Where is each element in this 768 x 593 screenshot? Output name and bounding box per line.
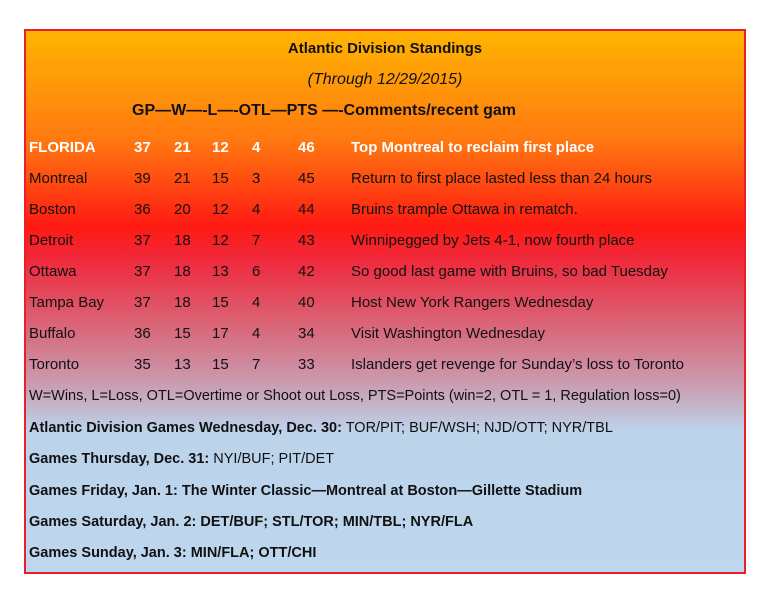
cell-comment: Winnipegged by Jets 4-1, now fourth plac… bbox=[351, 232, 635, 249]
cell-gp: 37 bbox=[134, 263, 151, 280]
games-line: Games Sunday, Jan. 3: MIN/FLA; OTT/CHI bbox=[29, 545, 316, 561]
cell-team: Montreal bbox=[29, 170, 88, 187]
cell-comment: Host New York Rangers Wednesday bbox=[351, 294, 594, 311]
cell-w: 13 bbox=[174, 356, 191, 373]
table-row: Toronto 35 13 15 7 33 Islanders get revenge fo… bbox=[26, 356, 744, 376]
cell-team: Buffalo bbox=[29, 325, 76, 342]
cell-comment: Return to first place lasted less than 2… bbox=[351, 170, 652, 187]
cell-team: Detroit bbox=[29, 232, 74, 249]
cell-l: 12 bbox=[212, 232, 229, 249]
cell-pts: 44 bbox=[298, 201, 315, 218]
cell-otl: 4 bbox=[252, 201, 261, 218]
cell-gp: 37 bbox=[134, 294, 151, 311]
games-line: Atlantic Division Games Wednesday, Dec. … bbox=[29, 420, 613, 436]
cell-comment: Islanders get revenge for Sunday’s loss … bbox=[351, 356, 684, 373]
column-header: GP—W—-L—-OTL—PTS —-Comments/recent gam bbox=[132, 102, 517, 119]
cell-comment: Bruins trample Ottawa in rematch. bbox=[351, 201, 578, 218]
cell-w: 15 bbox=[174, 325, 191, 342]
legend-note: W=Wins, L=Loss, OTL=Overtime or Shoot ou… bbox=[29, 388, 681, 404]
cell-otl: 4 bbox=[252, 325, 261, 342]
cell-l: 13 bbox=[212, 263, 229, 280]
cell-gp: 37 bbox=[134, 232, 151, 249]
games-line: Games Friday, Jan. 1: The Winter Classic… bbox=[29, 483, 582, 499]
games-label: Atlantic Division Games Wednesday, Dec. … bbox=[29, 420, 342, 436]
cell-pts: 42 bbox=[298, 263, 315, 280]
cell-team: Toronto bbox=[29, 356, 80, 373]
table-row: Montreal 39 21 15 3 45 Return to first place l… bbox=[26, 170, 744, 190]
table-row: Ottawa 37 18 13 6 42 So good last game with Br… bbox=[26, 263, 744, 283]
cell-comment: So good last game with Bruins, so bad Tu… bbox=[351, 263, 668, 280]
cell-l: 15 bbox=[212, 170, 229, 187]
games-line: Games Thursday, Dec. 31: NYI/BUF; PIT/DE… bbox=[29, 451, 334, 467]
cell-w: 21 bbox=[174, 170, 191, 187]
cell-l: 12 bbox=[212, 139, 229, 156]
cell-l: 12 bbox=[212, 201, 229, 218]
games-text: NYI/BUF; PIT/DET bbox=[209, 451, 335, 467]
cell-gp: 39 bbox=[134, 170, 151, 187]
cell-pts: 33 bbox=[298, 356, 315, 373]
title: Atlantic Division Standings bbox=[287, 40, 483, 57]
games-label: Games Sunday, Jan. 3: MIN/FLA; OTT/CHI bbox=[29, 545, 317, 561]
games-label: Games Friday, Jan. 1: The Winter Classic… bbox=[29, 483, 583, 499]
cell-otl: 4 bbox=[252, 139, 261, 156]
cell-otl: 3 bbox=[252, 170, 261, 187]
cell-otl: 7 bbox=[252, 356, 261, 373]
cell-otl: 6 bbox=[252, 263, 261, 280]
cell-pts: 34 bbox=[298, 325, 315, 342]
table-row: Detroit 37 18 12 7 43 Winnipegged by Jets 4-1,… bbox=[26, 232, 744, 252]
cell-gp: 36 bbox=[134, 325, 151, 342]
cell-l: 15 bbox=[212, 356, 229, 373]
subtitle: (Through 12/29/2015) bbox=[307, 71, 463, 88]
standings-board: Atlantic Division Standings (Through 12/… bbox=[24, 29, 746, 574]
cell-pts: 45 bbox=[298, 170, 315, 187]
cell-team: Tampa Bay bbox=[29, 294, 105, 311]
cell-l: 17 bbox=[212, 325, 229, 342]
cell-pts: 43 bbox=[298, 232, 315, 249]
cell-team: FLORIDA bbox=[29, 139, 96, 156]
cell-l: 15 bbox=[212, 294, 229, 311]
cell-comment: Visit Washington Wednesday bbox=[351, 325, 545, 342]
table-row: FLORIDA 37 21 12 4 46 Top Montreal to reclaim … bbox=[26, 139, 744, 159]
games-label: Games Saturday, Jan. 2: DET/BUF; STL/TOR… bbox=[29, 514, 474, 530]
cell-otl: 4 bbox=[252, 294, 261, 311]
table-row: Tampa Bay 37 18 15 4 40 Host New York Rangers … bbox=[26, 294, 744, 314]
table-row: Buffalo 36 15 17 4 34 Visit Washington Wednesd… bbox=[26, 325, 744, 345]
cell-gp: 36 bbox=[134, 201, 151, 218]
cell-team: Ottawa bbox=[29, 263, 77, 280]
cell-w: 21 bbox=[174, 139, 191, 156]
cell-w: 18 bbox=[174, 263, 191, 280]
cell-comment: Top Montreal to reclaim first place bbox=[351, 139, 595, 156]
cell-pts: 40 bbox=[298, 294, 315, 311]
cell-w: 20 bbox=[174, 201, 191, 218]
cell-gp: 35 bbox=[134, 356, 151, 373]
cell-w: 18 bbox=[174, 232, 191, 249]
games-line: Games Saturday, Jan. 2: DET/BUF; STL/TOR… bbox=[29, 514, 473, 530]
cell-team: Boston bbox=[29, 201, 76, 218]
cell-w: 18 bbox=[174, 294, 191, 311]
cell-pts: 46 bbox=[298, 139, 315, 156]
cell-gp: 37 bbox=[134, 139, 151, 156]
cell-otl: 7 bbox=[252, 232, 261, 249]
table-row: Boston 36 20 12 4 44 Bruins trample Ottawa in … bbox=[26, 201, 744, 221]
games-text: TOR/PIT; BUF/WSH; NJD/OTT; NYR/TBL bbox=[341, 420, 613, 436]
games-label: Games Thursday, Dec. 31: bbox=[29, 451, 210, 467]
